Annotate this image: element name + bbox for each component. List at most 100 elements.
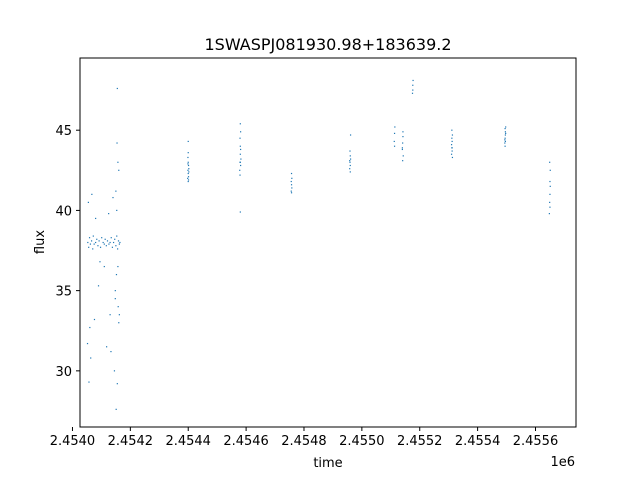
data-point — [549, 169, 551, 171]
data-point — [451, 129, 453, 131]
data-point — [90, 357, 92, 359]
y-tick-label: 35 — [55, 285, 72, 300]
data-point — [549, 185, 551, 187]
data-point — [92, 248, 94, 250]
data-point — [291, 187, 293, 189]
data-point — [91, 193, 93, 195]
data-point — [290, 180, 292, 183]
data-point — [504, 134, 506, 136]
data-point — [88, 381, 90, 383]
data-point — [92, 235, 94, 237]
x-axis: 2.4540 2.4542 2.4544 2.4546 2.4548 2.4550 2.45… — [50, 427, 559, 449]
data-point — [290, 172, 293, 175]
data-point — [113, 370, 116, 372]
data-point — [349, 134, 352, 136]
data-point — [117, 265, 119, 268]
data-point — [116, 87, 118, 90]
data-point — [504, 127, 506, 130]
x-tick-label: 2.4552 — [397, 434, 443, 449]
data-point — [114, 298, 116, 300]
data-point — [349, 160, 351, 162]
data-point — [239, 174, 241, 176]
data-point — [549, 193, 551, 195]
y-tick-label: 30 — [55, 365, 72, 380]
data-point — [187, 179, 190, 181]
data-point — [349, 150, 351, 152]
data-point — [239, 123, 241, 125]
data-point — [118, 243, 120, 245]
data-point — [187, 152, 189, 154]
data-point — [97, 285, 100, 287]
data-point — [117, 248, 119, 250]
data-point — [90, 240, 93, 242]
data-point — [187, 172, 189, 175]
data-point — [103, 243, 105, 245]
data-point — [101, 237, 103, 239]
data-point — [412, 89, 414, 91]
data-point — [188, 168, 190, 170]
data-point — [412, 84, 414, 86]
chart-title: 1SWASPJ081930.98+183639.2 — [204, 35, 451, 54]
data-point — [96, 238, 98, 240]
x-tick-label: 2.4548 — [281, 434, 327, 449]
data-point — [239, 169, 241, 171]
x-tick-label: 2.4546 — [223, 434, 269, 449]
data-point — [95, 241, 97, 244]
data-point — [349, 155, 351, 157]
data-point — [451, 134, 454, 136]
data-point — [106, 346, 108, 348]
data-point — [93, 318, 96, 321]
data-point — [187, 156, 189, 159]
x-axis-label: time — [313, 456, 342, 471]
data-point — [108, 243, 110, 245]
data-point — [117, 161, 119, 163]
data-point — [99, 261, 101, 263]
data-point — [393, 145, 396, 147]
x-tick-label: 2.4556 — [513, 434, 559, 449]
data-point — [549, 180, 551, 183]
data-point — [291, 177, 293, 179]
data-point — [117, 306, 119, 308]
data-point — [110, 237, 112, 239]
data-point — [451, 147, 453, 149]
data-point — [349, 158, 352, 160]
data-point — [239, 161, 241, 163]
data-point — [549, 201, 551, 203]
data-point — [115, 408, 117, 410]
data-point — [187, 164, 190, 167]
data-point — [504, 139, 506, 141]
data-point — [187, 180, 189, 183]
data-point — [103, 265, 105, 268]
data-point — [451, 137, 453, 139]
data-point — [116, 383, 118, 385]
data-point — [187, 176, 190, 178]
data-point — [118, 322, 120, 324]
data-point — [451, 140, 453, 143]
data-point — [117, 240, 120, 242]
data-point — [89, 326, 91, 329]
x-tick-label: 2.4542 — [108, 434, 154, 449]
data-point — [290, 184, 293, 186]
data-point — [402, 136, 404, 138]
data-point — [187, 140, 189, 143]
data-point — [187, 177, 189, 179]
data-point — [86, 342, 89, 345]
data-point — [115, 273, 118, 276]
data-point — [402, 131, 404, 133]
data-point — [111, 246, 114, 248]
x-axis-offset-label: 1e6 — [550, 455, 575, 470]
data-point — [394, 126, 396, 128]
data-point — [239, 145, 241, 147]
data-point — [402, 142, 404, 144]
data-point — [349, 171, 351, 173]
data-points — [86, 79, 551, 410]
data-point — [411, 92, 414, 94]
y-tick-label: 40 — [55, 204, 72, 219]
data-point — [401, 148, 403, 151]
data-point — [112, 196, 114, 199]
data-point — [504, 137, 506, 139]
data-point — [402, 155, 404, 157]
plot-frame — [79, 57, 577, 428]
